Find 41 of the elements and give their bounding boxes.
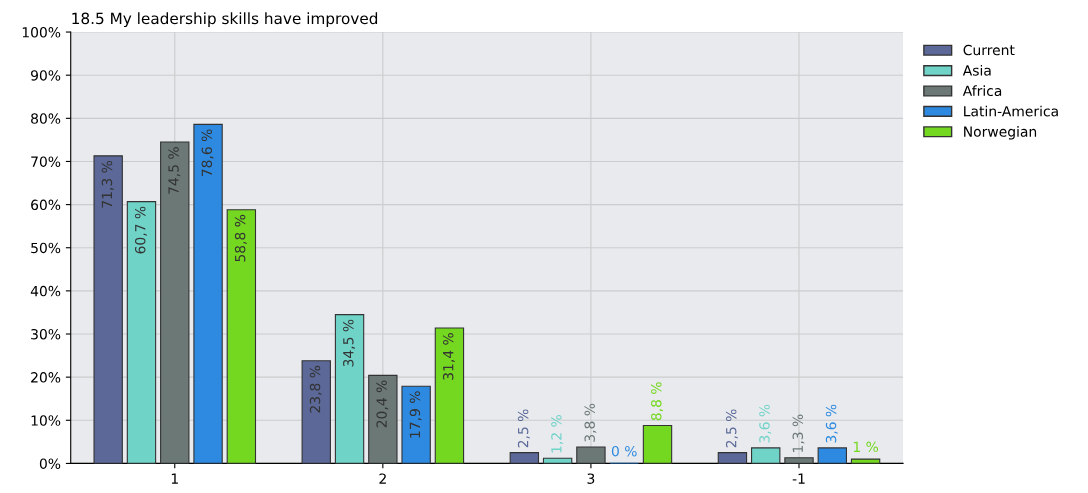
legend-label: Asia — [962, 64, 991, 76]
legend-label: Norwegian — [964, 126, 1037, 140]
data-label: 20,4 % — [376, 380, 389, 428]
x-tick-label: 2 — [379, 473, 386, 484]
y-tick-label: 30% — [31, 328, 61, 340]
data-label: 71,3 % — [101, 160, 114, 208]
data-label: 31,4 % — [442, 333, 455, 380]
legend-label: Current — [963, 44, 1015, 56]
chart-title: 18.5 My leadership skills have improved — [72, 12, 378, 28]
data-label: 17,9 % — [409, 391, 422, 438]
y-tick-label: 90% — [31, 70, 61, 81]
y-tick-label: 50% — [31, 242, 61, 254]
x-tick-label: 1 — [171, 473, 178, 484]
y-tick-label: 0% — [39, 458, 61, 469]
x-tick-label: -1 — [792, 473, 805, 484]
y-tick-label: 20% — [31, 372, 61, 383]
y-tick-label: 70% — [31, 156, 61, 167]
y-tick-label: 80% — [31, 113, 61, 124]
data-label: 1,3 % — [792, 414, 805, 452]
y-tick-label: 60% — [31, 199, 61, 211]
y-tick-label: 40% — [30, 285, 61, 297]
legend-label: Latin-America — [964, 105, 1058, 117]
y-tick-label: 10% — [31, 415, 61, 426]
data-label: 1 % — [853, 441, 879, 453]
data-label: 1,2 % — [551, 415, 564, 453]
data-label: 3,6 % — [825, 404, 838, 443]
data-label: 3,6 % — [759, 404, 772, 443]
data-label: 0 % — [611, 445, 637, 457]
data-label: 2,5 % — [725, 409, 738, 448]
data-label: 3,8 % — [584, 403, 597, 442]
data-label: 74,5 % — [168, 147, 181, 194]
data-label: 60,7 % — [134, 206, 147, 254]
data-label: 58,8 % — [234, 214, 247, 262]
x-tick-label: 3 — [587, 473, 595, 484]
y-tick-label: 100% — [22, 27, 61, 38]
data-label: 78,6 % — [201, 129, 214, 177]
data-label: 8,8 % — [651, 382, 663, 421]
data-label: 34,5 % — [343, 319, 355, 367]
data-label: 23,8 % — [309, 365, 322, 413]
legend-label: Africa — [962, 85, 1002, 97]
data-label: 2,5 % — [517, 409, 530, 448]
